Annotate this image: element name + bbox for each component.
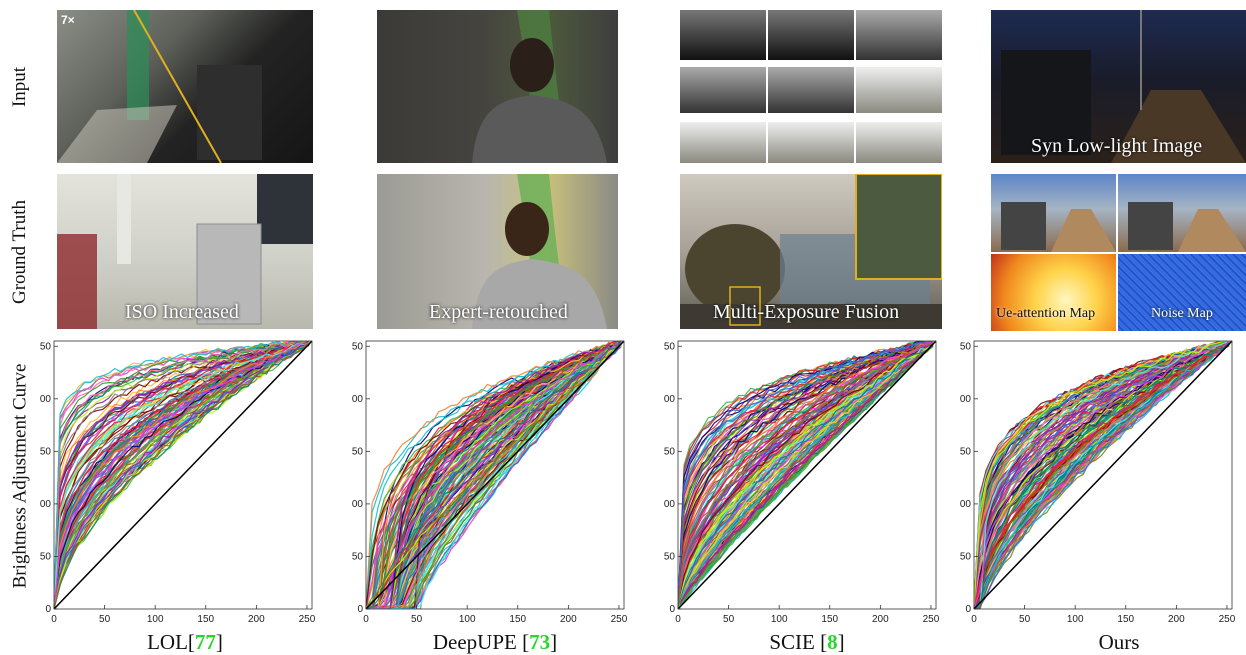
y-tick-label: 50 [960,551,971,562]
x-tick-label: 250 [923,614,940,625]
y-tick-label: 0 [45,604,51,615]
y-tick-label: 50 [352,551,363,562]
deepupe-caption: Expert-retouched [429,301,568,323]
ue-attention-map: Ue-attention Map [991,254,1116,331]
y-tick-label: 150 [40,446,51,457]
x-tick-label: 100 [459,614,476,625]
curve-plot-ours: 0 50 100 150 200 250 0 50 100 150 200 250 [960,340,1236,625]
x-tick-label: 250 [1219,614,1236,625]
y-tick-label: 100 [40,499,51,510]
column-label-deepupe: DeepUPE [73] [432,630,558,654]
lol-input-image: 7× [57,10,313,163]
x-tick-label: 100 [1067,614,1084,625]
scie-caption: Multi-Exposure Fusion [713,301,900,323]
scie-input-grid [680,10,942,163]
magnification-badge: 7× [61,13,75,27]
ours-ground-truth-right [1118,174,1246,252]
y-tick-label: 250 [40,341,51,352]
x-tick-label: 100 [147,614,164,625]
x-tick-label: 0 [971,614,977,625]
column-label-scie: SCIE [8] [769,630,845,654]
lol-ground-truth-image: ISO Increased [57,174,313,329]
noise-map: Noise Map [1118,254,1246,331]
y-tick-label: 150 [960,446,971,457]
x-tick-label: 200 [560,614,577,625]
x-tick-label: 250 [611,614,628,625]
x-tick-label: 150 [197,614,214,625]
x-tick-label: 100 [771,614,788,625]
x-tick-label: 50 [99,614,111,625]
row-label-ground-truth: Ground Truth [9,200,30,304]
curve-plot-scie: 0 50 100 150 200 250 0 50 100 150 200 250 [664,340,940,625]
x-tick-label: 200 [872,614,889,625]
ours-input-image: Syn Low-light Image [991,10,1246,163]
x-tick-label: 50 [723,614,735,625]
y-tick-label: 100 [664,499,675,510]
y-tick-label: 250 [960,341,971,352]
y-tick-label: 150 [664,446,675,457]
x-tick-label: 250 [299,614,316,625]
row-label-curve: Brightness Adjustment Curve [9,363,31,589]
y-tick-label: 0 [669,604,675,615]
y-tick-label: 100 [960,499,971,510]
y-tick-label: 200 [40,394,51,405]
deepupe-ground-truth-image: Expert-retouched [377,174,618,329]
lol-caption: ISO Increased [125,301,239,323]
citation-scie[interactable]: 8 [827,630,838,654]
x-tick-label: 150 [1117,614,1134,625]
y-tick-label: 0 [965,604,971,615]
row-label-input: Input [9,66,31,107]
y-tick-label: 250 [352,341,363,352]
x-tick-label: 0 [51,614,57,625]
y-tick-label: 50 [664,551,675,562]
y-tick-label: 50 [40,551,51,562]
citation-lol[interactable]: 77 [194,630,216,654]
y-tick-label: 0 [357,604,363,615]
column-label-lol: LOL[77] [147,630,223,654]
scie-ground-truth-image: Multi-Exposure Fusion [680,174,942,329]
ours-ground-truth-left [991,174,1116,252]
x-tick-label: 0 [363,614,369,625]
x-tick-label: 200 [248,614,265,625]
y-tick-label: 200 [352,394,363,405]
x-tick-label: 0 [675,614,681,625]
column-label-ours: Ours [1098,630,1140,654]
x-tick-label: 150 [509,614,526,625]
y-tick-label: 150 [352,446,363,457]
curve-plot-deepupe: 0 50 100 150 200 250 0 50 100 150 200 250 [352,340,628,625]
x-tick-label: 50 [411,614,423,625]
y-tick-label: 100 [352,499,363,510]
x-tick-label: 150 [821,614,838,625]
x-tick-label: 50 [1019,614,1031,625]
noise-map-caption: Noise Map [1151,306,1213,321]
x-tick-label: 200 [1168,614,1185,625]
citation-deepupe[interactable]: 73 [529,630,551,654]
y-tick-label: 200 [960,394,971,405]
ours-input-caption: Syn Low-light Image [1031,135,1203,157]
deepupe-input-image [377,10,618,163]
ue-map-caption: Ue-attention Map [996,306,1096,321]
y-tick-label: 200 [664,394,675,405]
curve-plot-lol: 0 50 100 150 200 250 0 50 100 150 200 250 [40,340,316,625]
y-tick-label: 250 [664,341,675,352]
